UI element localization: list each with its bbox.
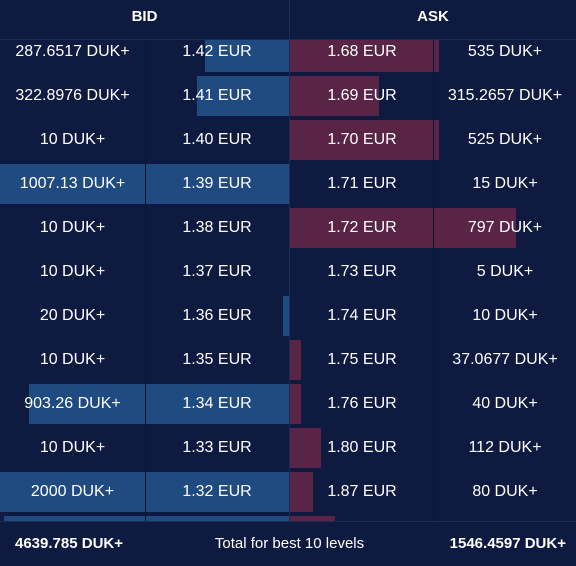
bid-depth-bar	[0, 164, 289, 204]
bid-price: 1.37 EUR	[182, 263, 252, 280]
order-book-row[interactable]: 20 DUK+ 1.36 EUR 1.74 EUR 10 DUK+	[0, 294, 576, 338]
bid-depth-bar	[4, 516, 289, 521]
ask-price: 1.68 EUR	[327, 43, 397, 60]
order-book-row[interactable]: 322.8976 DUK+ 1.41 EUR 1.69 EUR 315.2657 DU…	[0, 74, 576, 118]
ask-quantity: 40 DUK+	[472, 395, 538, 412]
ask-depth-bar	[290, 120, 439, 160]
bid-ask-divider	[289, 40, 290, 521]
order-book-row[interactable]: 287.6517 DUK+ 1.42 EUR 1.68 EUR 535 DUK+	[0, 40, 576, 74]
ask-header: ASK	[417, 8, 449, 25]
ask-depth-bar	[290, 384, 301, 424]
ask-depth-bar	[290, 76, 379, 116]
ask-price: 1.71 EUR	[327, 175, 397, 192]
order-book-row[interactable]: 903.26 DUK+ 1.34 EUR 1.76 EUR 40 DUK+	[0, 382, 576, 426]
order-book-row[interactable]: 10 DUK+ 1.40 EUR 1.70 EUR 525 DUK+	[0, 118, 576, 162]
ask-price: 1.73 EUR	[327, 263, 397, 280]
bid-quantity: 322.8976 DUK+	[15, 87, 130, 104]
ask-quantity: 37.0677 DUK+	[452, 351, 558, 368]
column-divider	[433, 40, 434, 521]
ask-quantity: 315.2657 DUK+	[447, 87, 563, 104]
bid-price: 1.40 EUR	[182, 131, 252, 148]
bid-price: 1.33 EUR	[182, 439, 252, 456]
ask-price: 1.75 EUR	[327, 351, 397, 368]
ask-quantity: 10 DUK+	[472, 307, 538, 324]
ask-quantity: 15 DUK+	[472, 175, 538, 192]
bid-price: 1.38 EUR	[182, 219, 252, 236]
bid-total: 4639.785 DUK+	[15, 535, 123, 552]
bid-quantity: 10 DUK+	[39, 219, 106, 236]
bid-header: BID	[131, 8, 158, 25]
ask-total: 1546.4597 DUK+	[449, 535, 566, 552]
ask-price: 1.76 EUR	[327, 395, 397, 412]
bid-price: 1.35 EUR	[182, 351, 252, 368]
bid-price: 1.36 EUR	[182, 307, 252, 324]
bid-quantity: 903.26 DUK+	[24, 395, 121, 412]
order-book-row[interactable]: 2000 DUK+ 1.32 EUR 1.87 EUR 80 DUK+	[0, 470, 576, 514]
bid-price: 1.41 EUR	[182, 87, 252, 104]
order-book-header: BID ASK	[0, 0, 576, 40]
ask-price: 1.87 EUR	[327, 483, 397, 500]
bid-price: 1.34 EUR	[182, 395, 252, 412]
bid-price: 1.32 EUR	[182, 483, 252, 500]
ask-depth-bar	[290, 428, 321, 468]
ask-depth-bar	[290, 472, 313, 512]
order-book-row[interactable]: 1007.13 DUK+ 1.39 EUR 1.71 EUR 15 DUK+	[0, 162, 576, 206]
order-book-row[interactable]: 10 DUK+ 1.33 EUR 1.80 EUR 112 DUK+	[0, 426, 576, 470]
order-book-row[interactable]: 10 DUK+ 1.38 EUR 1.72 EUR 797 DUK+	[0, 206, 576, 250]
bid-quantity: 20 DUK+	[39, 307, 106, 324]
ask-price: 1.80 EUR	[327, 439, 397, 456]
ask-depth-bar	[290, 340, 301, 380]
ask-quantity: 797 DUK+	[467, 219, 543, 236]
bid-depth-bar	[0, 472, 289, 512]
ask-depth-bar	[290, 208, 516, 248]
order-book-rows[interactable]: 287.6517 DUK+ 1.42 EUR 1.68 EUR 535 DUK+ 322…	[0, 40, 576, 521]
bid-quantity: 287.6517 DUK+	[15, 43, 130, 60]
ask-quantity: 525 DUK+	[467, 131, 543, 148]
order-book-footer: 4639.785 DUK+ Total for best 10 levels 1…	[0, 521, 576, 566]
ask-quantity: 5 DUK+	[476, 263, 534, 280]
bid-depth-bar	[205, 40, 289, 72]
ask-depth-bar	[290, 516, 335, 521]
ask-price: 1.70 EUR	[327, 131, 397, 148]
bid-quantity: 1007.13 DUK+	[19, 175, 126, 192]
ask-quantity: 80 DUK+	[472, 483, 538, 500]
ask-depth-bar	[290, 40, 439, 72]
bid-price: 1.42 EUR	[182, 43, 252, 60]
bid-price: 1.39 EUR	[182, 175, 252, 192]
order-book-row[interactable]: 10 DUK+ 1.35 EUR 1.75 EUR 37.0677 DUK+	[0, 338, 576, 382]
bid-depth-bar	[197, 76, 289, 116]
header-divider	[289, 0, 290, 39]
bid-depth-bar	[283, 296, 289, 336]
bid-depth-bar	[29, 384, 289, 424]
ask-price: 1.72 EUR	[327, 219, 397, 236]
bid-quantity: 10 DUK+	[39, 263, 106, 280]
ask-price: 1.69 EUR	[327, 87, 397, 104]
ask-price: 1.74 EUR	[327, 307, 397, 324]
bid-quantity: 10 DUK+	[39, 351, 106, 368]
ask-quantity: 112 DUK+	[468, 439, 542, 456]
bid-quantity: 2000 DUK+	[30, 483, 115, 500]
bid-quantity: 10 DUK+	[39, 439, 106, 456]
bid-quantity: 10 DUK+	[39, 131, 106, 148]
ask-quantity: 535 DUK+	[467, 43, 543, 60]
total-label: Total for best 10 levels	[214, 535, 365, 552]
column-divider	[145, 40, 146, 521]
order-book-row[interactable]: 10 DUK+ 1.37 EUR 1.73 EUR 5 DUK+	[0, 250, 576, 294]
